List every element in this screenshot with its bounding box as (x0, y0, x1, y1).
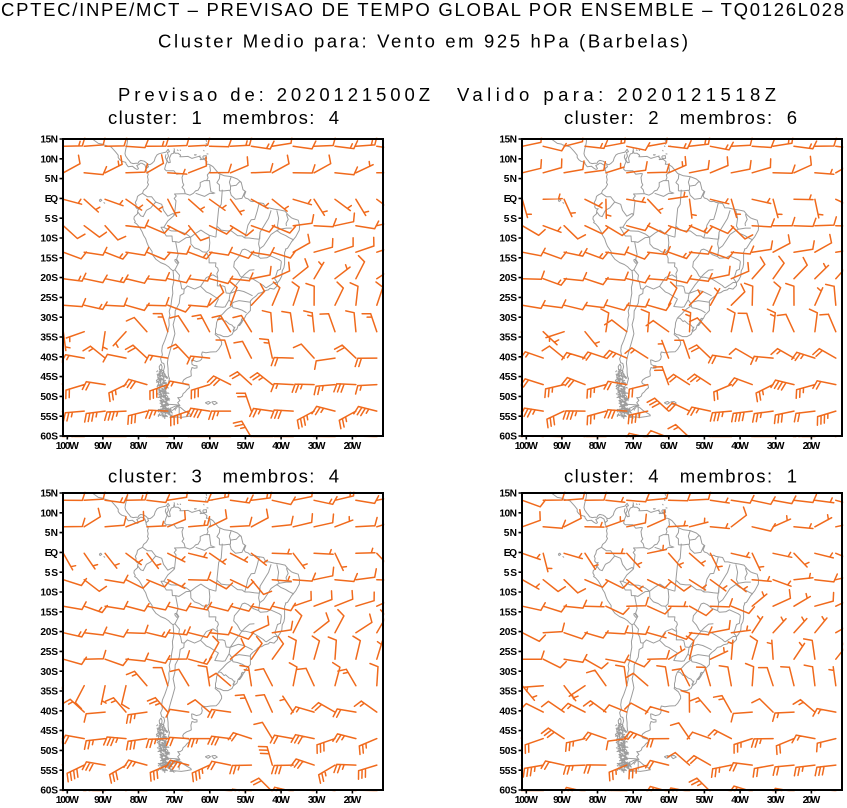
svg-text:Valido para: 2020121518Z: Valido para: 2020121518Z (457, 84, 776, 105)
svg-text:cluster: 2 membros: 6: cluster: 2 membros: 6 (564, 107, 797, 128)
svg-text:CPTEC/INPE/MCT – PREVISAO DE T: CPTEC/INPE/MCT – PREVISAO DE TEMPO GLOBA… (1, 0, 844, 20)
svg-text:cluster: 1 membros: 4: cluster: 1 membros: 4 (108, 107, 339, 128)
svg-text:cluster: 3 membros: 4: cluster: 3 membros: 4 (108, 466, 339, 487)
svg-text:cluster: 4 membros: 1: cluster: 4 membros: 1 (564, 466, 797, 487)
